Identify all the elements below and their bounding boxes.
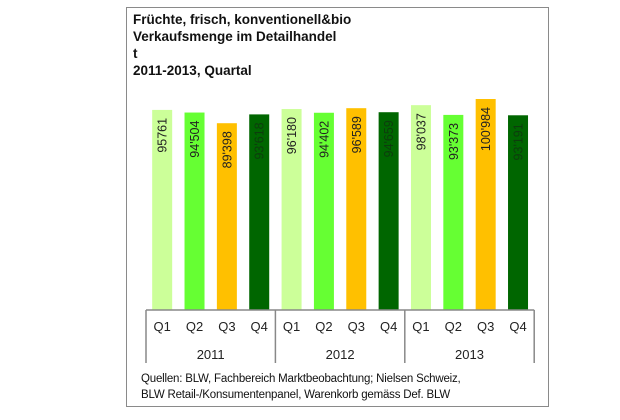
data-label: 94'402: [317, 121, 331, 158]
x-tick-label: Q3: [218, 319, 235, 334]
data-label: 100'984: [479, 107, 493, 151]
bar: [184, 112, 205, 310]
data-label: 96'180: [285, 117, 299, 154]
chart-title-line-1: Früchte, frisch, konventionell&bio: [133, 12, 352, 27]
data-label: 96'589: [350, 116, 364, 153]
x-tick-label: Q2: [186, 319, 203, 334]
source-line-1: Quellen: BLW, Fachbereich Marktbeobachtu…: [141, 373, 461, 385]
bar: [378, 112, 399, 311]
x-tick-label: Q3: [348, 319, 365, 334]
bar: [216, 123, 237, 310]
chart-title-line-4: 2011-2013, Quartal: [133, 63, 252, 78]
x-tick-label: Q4: [509, 319, 526, 334]
x-group-label: 2012: [326, 347, 355, 362]
x-group-label: 2013: [455, 347, 484, 362]
data-label: 93'373: [447, 123, 461, 160]
x-tick-label: Q3: [477, 319, 494, 334]
bar: [249, 114, 270, 311]
bar: [443, 114, 464, 310]
x-tick-label: Q4: [380, 319, 397, 334]
x-tick-label: Q2: [445, 319, 462, 334]
x-tick-label: Q1: [412, 319, 429, 334]
data-label: 98'037: [414, 113, 428, 150]
bar: [281, 109, 302, 311]
x-tick-label: Q1: [154, 319, 171, 334]
data-label: 95761: [156, 118, 170, 153]
data-label: 89'398: [220, 131, 234, 168]
chart-title-line-2: Verkaufsmenge im Detailhandel: [133, 29, 337, 44]
chart-unit: t: [133, 46, 138, 61]
x-tick-label: Q4: [251, 319, 268, 334]
x-tick-label: Q1: [283, 319, 300, 334]
data-label: 93'191: [512, 123, 526, 160]
source-line-2: BLW Retail-/Konsumentenpanel, Warenkorb …: [141, 389, 451, 401]
bar: [410, 105, 431, 310]
data-label: 93'618: [253, 122, 267, 159]
bar: [508, 115, 529, 310]
chart-frame: [126, 7, 549, 407]
x-group-label: 2011: [197, 347, 225, 362]
x-tick-label: Q2: [315, 319, 332, 334]
data-label: 94'659: [382, 120, 396, 157]
bar: [346, 108, 367, 310]
data-label: 94'504: [188, 121, 202, 158]
bar: [313, 112, 334, 311]
bar: [152, 109, 173, 310]
bar: [475, 99, 496, 310]
